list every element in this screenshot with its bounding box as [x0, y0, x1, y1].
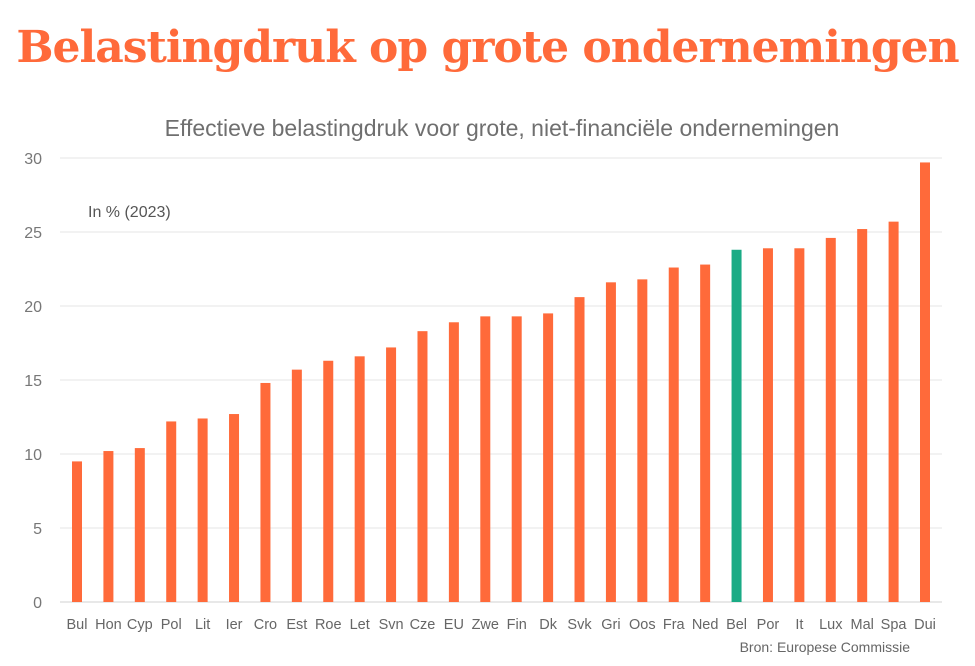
bar-ned: [700, 264, 711, 602]
x-tick-label-fra: Fra: [663, 617, 686, 633]
x-tick-label-cro: Cro: [254, 617, 277, 633]
bar-cze: [417, 331, 428, 602]
bar-bul: [72, 461, 82, 602]
x-tick-label-svn: Svn: [379, 617, 404, 633]
bar-lit: [197, 418, 208, 602]
bar-let: [354, 356, 365, 602]
y-tick-label: 10: [24, 447, 42, 464]
bar-oos: [637, 279, 648, 602]
x-tick-label-it: It: [795, 617, 803, 633]
x-tick-label-zwe: Zwe: [472, 617, 499, 633]
y-tick-label: 25: [24, 225, 42, 242]
bar-roe: [323, 360, 334, 602]
bar-dk: [543, 313, 554, 602]
x-tick-label-eu: EU: [444, 617, 464, 633]
bar-eu: [448, 322, 459, 602]
bar-mal: [857, 229, 868, 603]
x-tick-label-let: Let: [350, 617, 370, 633]
bar-it: [794, 248, 805, 602]
unit-note: In % (2023): [88, 204, 171, 221]
chart-title: Belastingdruk op grote ondernemingen: [16, 22, 959, 73]
x-tick-label-roe: Roe: [315, 617, 342, 633]
bar-spa: [888, 221, 899, 602]
bar-zwe: [480, 316, 491, 602]
x-tick-label-dk: Dk: [539, 617, 557, 633]
source-label: Bron: Europese Commissie: [740, 639, 911, 655]
bars: [72, 162, 930, 603]
bar-gri: [605, 282, 616, 602]
y-tick-label: 5: [33, 521, 42, 538]
x-tick-label-ier: Ier: [226, 617, 243, 633]
x-tick-label-spa: Spa: [881, 617, 908, 633]
gridlines: [60, 157, 942, 603]
bar-svk: [574, 297, 585, 602]
bar-bel: [731, 249, 742, 602]
x-tick-label-oos: Oos: [629, 617, 656, 633]
bar-cyp: [134, 448, 145, 602]
x-tick-label-cze: Cze: [410, 617, 436, 633]
x-tick-label-por: Por: [757, 617, 780, 633]
x-tick-label-svk: Svk: [567, 617, 592, 633]
bar-dui: [920, 162, 930, 602]
y-tick-label: 15: [24, 373, 42, 390]
bar-por: [762, 248, 773, 602]
y-tick-label: 30: [24, 151, 42, 168]
x-tick-label-lit: Lit: [195, 617, 210, 633]
x-tick-label-dui: Dui: [914, 617, 936, 633]
x-tick-label-hon: Hon: [95, 617, 122, 633]
bar-fra: [668, 267, 679, 602]
x-tick-label-cyp: Cyp: [127, 617, 153, 633]
bar-svn: [386, 347, 397, 602]
x-tick-label-bul: Bul: [67, 617, 88, 633]
bar-hon: [103, 451, 114, 602]
x-tick-label-lux: Lux: [819, 617, 843, 633]
y-tick-label: 20: [24, 299, 42, 316]
y-tick-label: 0: [33, 595, 42, 612]
bar-est: [291, 369, 302, 602]
bar-pol: [166, 421, 177, 602]
bar-cro: [260, 382, 271, 602]
chart-subtitle: Effectieve belastingdruk voor grote, nie…: [165, 115, 840, 141]
x-tick-label-gri: Gri: [601, 617, 620, 633]
bar-ier: [229, 414, 240, 602]
x-tick-label-est: Est: [286, 617, 307, 633]
x-tick-label-mal: Mal: [850, 617, 873, 633]
y-axis-ticks: 0 5 10 15 20 25 30: [24, 151, 42, 612]
x-tick-label-fin: Fin: [507, 617, 527, 633]
x-tick-label-pol: Pol: [161, 617, 182, 633]
bar-lux: [825, 237, 836, 603]
x-tick-label-ned: Ned: [692, 617, 719, 633]
x-tick-label-bel: Bel: [726, 617, 747, 633]
x-axis-labels: Bul Hon Cyp Pol Lit Ier Cro Est Roe Let Svn Cze EU Zw…: [67, 617, 936, 633]
bar-fin: [511, 316, 522, 602]
